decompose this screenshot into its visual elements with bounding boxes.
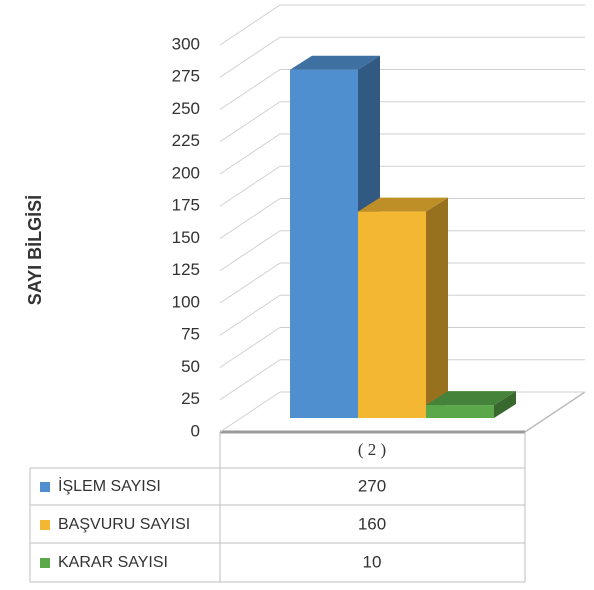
grid-line	[219, 359, 281, 401]
legend-swatch	[40, 520, 50, 530]
grid-line	[219, 4, 281, 46]
y-tick-label: 75	[181, 325, 200, 344]
y-axis-label: SAYI BİLGİSİ	[25, 195, 45, 305]
bar	[358, 211, 426, 418]
floor-right	[524, 391, 586, 433]
y-tick-label: 150	[172, 228, 200, 247]
category-label: ( 2 )	[358, 440, 386, 459]
y-tick-label: 250	[172, 99, 200, 118]
y-tick-label: 0	[191, 421, 200, 440]
y-tick-label: 125	[172, 260, 200, 279]
grid-line	[219, 165, 281, 207]
bar-side	[494, 391, 516, 418]
grid-line	[219, 391, 281, 433]
bar-top	[290, 55, 380, 70]
y-tick-label: 25	[181, 389, 200, 408]
grid-line	[219, 198, 281, 239]
y-tick-label: 200	[172, 163, 200, 182]
y-tick-label: 225	[172, 131, 200, 150]
table-value: 270	[358, 476, 386, 495]
grid-line	[219, 69, 281, 110]
bar-top	[358, 197, 448, 212]
legend-label: İŞLEM SAYISI	[58, 476, 161, 495]
legend-label: BAŞVURU SAYISI	[58, 516, 190, 533]
grid-line	[219, 294, 281, 336]
grid-line	[219, 36, 281, 78]
y-tick-label: 100	[172, 292, 200, 311]
y-tick-label: 50	[181, 357, 200, 376]
bar-top	[426, 391, 516, 406]
grid-line	[219, 101, 281, 143]
bar	[290, 69, 358, 418]
grid-line	[219, 262, 281, 304]
grid-line	[219, 133, 281, 175]
grid-line	[219, 230, 281, 272]
legend-label: KARAR SAYISI	[58, 554, 168, 571]
legend-swatch	[40, 558, 50, 568]
y-tick-label: 300	[172, 34, 200, 53]
table-value: 160	[358, 514, 386, 533]
legend-swatch	[40, 482, 50, 492]
y-tick-label: 175	[172, 196, 200, 215]
table-value: 10	[363, 552, 382, 571]
y-tick-label: 275	[172, 67, 200, 86]
bar	[426, 405, 494, 418]
bar-side	[426, 197, 448, 418]
grid-line	[219, 327, 281, 368]
